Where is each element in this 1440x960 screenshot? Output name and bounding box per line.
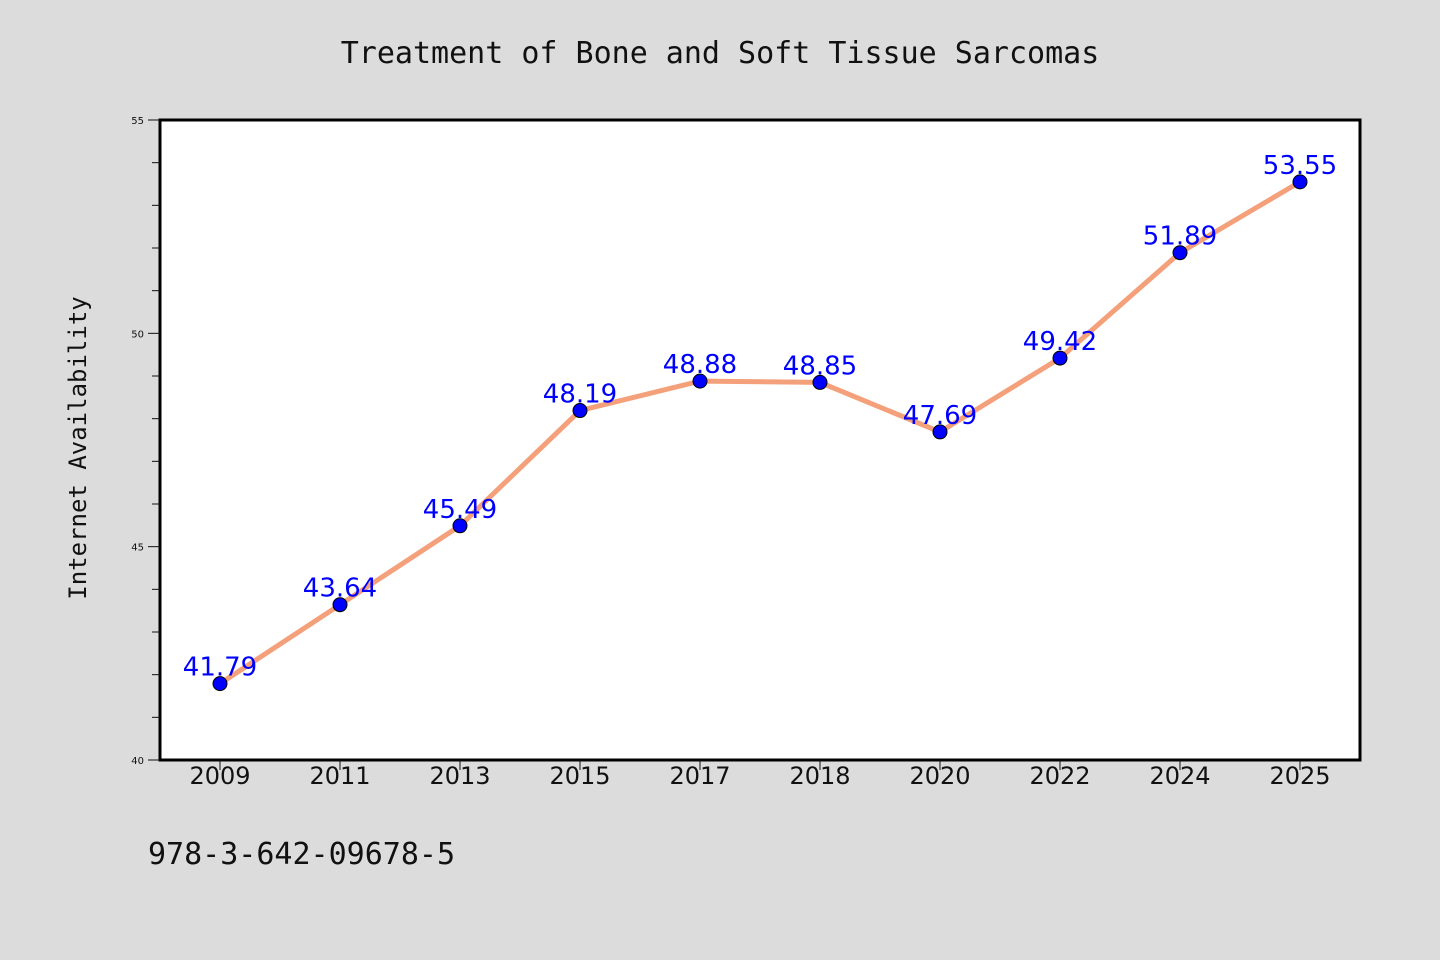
data-point [1292, 174, 1308, 190]
data-point [332, 597, 348, 613]
chart-title: Treatment of Bone and Soft Tissue Sarcom… [341, 36, 1100, 71]
data-label: 43.64 [303, 574, 377, 604]
x-tick-label: 2020 [909, 762, 970, 790]
data-label: 45.49 [423, 495, 497, 525]
data-point [932, 424, 948, 440]
series-line [217, 179, 1303, 687]
data-label: 49.42 [1023, 327, 1097, 357]
data-label: 48.19 [543, 380, 617, 410]
x-tick-label: 2013 [429, 762, 490, 790]
y-tick-label: 55 [131, 116, 144, 127]
x-tick-label: 2009 [189, 762, 250, 790]
footer-text: 978-3-642-09678-5 [148, 837, 455, 872]
y-tick-label: 40 [131, 756, 144, 767]
data-point [692, 373, 708, 389]
data-label: 48.88 [663, 350, 737, 380]
x-tick-label: 2022 [1029, 762, 1090, 790]
data-point [812, 374, 828, 390]
data-label: 41.79 [183, 653, 257, 683]
x-tick-label: 2018 [789, 762, 850, 790]
y-tick-label: 45 [131, 543, 144, 554]
x-tick-label: 2025 [1269, 762, 1330, 790]
data-labels: 41.79 43.64 45.49 48.19 48.88 48.85 47.69 49.42… [183, 151, 1337, 683]
x-tick-label: 2015 [549, 762, 610, 790]
data-label: 48.85 [783, 351, 857, 381]
data-label: 51.89 [1143, 222, 1217, 252]
data-point [1172, 245, 1188, 261]
plot-area [158, 118, 1362, 762]
x-tick-label: 2017 [669, 762, 730, 790]
y-axis: 40 45 50 55 [131, 116, 160, 767]
x-tick-label: 2024 [1149, 762, 1210, 790]
x-tick-label: 2011 [309, 762, 370, 790]
data-point [1052, 350, 1068, 366]
x-axis: 2009 2011 2013 2015 2017 2018 2020 2022 2024 2025 [189, 760, 1331, 790]
y-tick-label: 50 [131, 329, 144, 340]
y-axis-label: Internet Availability [64, 296, 92, 599]
data-point [452, 518, 468, 534]
data-label: 47.69 [903, 401, 977, 431]
data-point [212, 676, 228, 692]
series-markers [212, 174, 1308, 692]
data-label: 53.55 [1263, 151, 1337, 181]
data-point [572, 403, 588, 419]
